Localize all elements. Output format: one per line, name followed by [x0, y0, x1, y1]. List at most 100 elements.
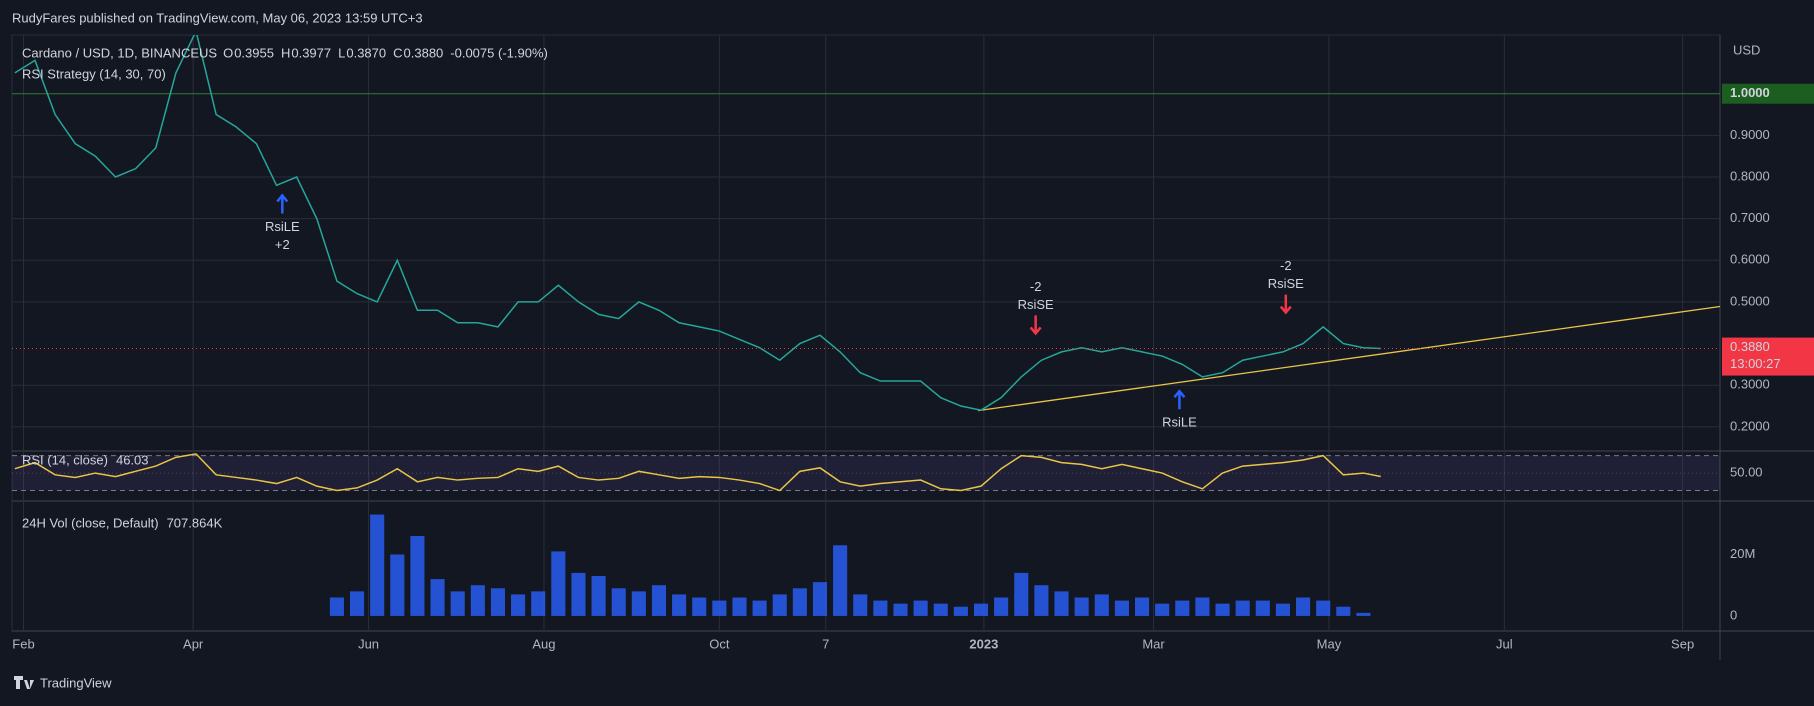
y-tick-label: 0.3000	[1730, 377, 1770, 392]
volume-bar	[1195, 597, 1210, 616]
rsi-value: 46.03	[116, 452, 149, 467]
volume-bar	[833, 545, 848, 616]
legend-text: 0.3955	[234, 45, 274, 60]
volume-bar	[511, 594, 526, 616]
volume-bar	[1235, 600, 1250, 616]
signal-label: RsiSE	[1018, 297, 1054, 312]
signal-arrow	[276, 193, 289, 214]
volume-bar	[1336, 606, 1351, 616]
legend-text: C	[393, 45, 402, 60]
volume-bar	[531, 591, 546, 616]
volume-bar	[329, 597, 344, 616]
legend-text: Cardano / USD, 1D, BINANCEUS	[22, 45, 217, 60]
level-label: 1.0000	[1730, 85, 1770, 100]
volume-bar	[893, 603, 908, 616]
signal-qty: -2	[1030, 279, 1042, 294]
x-tick-label: Jun	[358, 636, 379, 651]
volume-bar	[571, 572, 586, 616]
countdown: 13:00:27	[1730, 356, 1781, 371]
volume-bar	[1074, 597, 1089, 616]
legend-text: L	[338, 45, 345, 60]
x-tick-label: Jul	[1496, 636, 1513, 651]
pane	[329, 514, 1371, 616]
legend-text: -0.0075 (-1.90%)	[450, 45, 548, 60]
volume-bar	[410, 536, 425, 616]
volume-bar	[692, 597, 707, 616]
volume-bar	[1094, 594, 1109, 616]
signal-arrow	[1173, 389, 1186, 410]
volume-bar	[812, 582, 828, 616]
legend-text: O	[223, 45, 233, 60]
rsi-title: RSI (14, close)	[22, 452, 108, 467]
y-tick-label: 50.00	[1730, 465, 1763, 480]
volume-value: 707.864K	[167, 515, 223, 530]
y-tick-label: 0.5000	[1730, 293, 1770, 308]
volume-bar	[1215, 603, 1230, 616]
volume-title: 24H Vol (close, Default)	[22, 515, 159, 530]
x-tick-label: 2023	[969, 636, 998, 651]
volume-bar	[1255, 600, 1270, 616]
trend-line	[978, 305, 1720, 412]
legend-text: 0.3977	[291, 45, 331, 60]
x-tick-label: Mar	[1142, 636, 1165, 651]
x-tick-label: 7	[822, 636, 829, 651]
brand[interactable]: TradingView	[40, 675, 112, 690]
last-price-bg	[1722, 337, 1814, 376]
volume-bar	[853, 594, 868, 616]
volume-bar	[611, 588, 626, 616]
last-price-label: 0.3880	[1730, 339, 1770, 354]
volume-bar	[913, 600, 928, 616]
volume-bar	[450, 591, 465, 616]
volume-bar	[551, 551, 566, 616]
volume-bar	[651, 585, 667, 616]
volume-bar	[994, 597, 1009, 616]
legend-text: 0.3870	[346, 45, 386, 60]
volume-bar	[672, 594, 687, 616]
volume-bar	[390, 554, 405, 616]
x-tick-label: Aug	[532, 636, 555, 651]
x-tick-label: Sep	[1671, 636, 1694, 651]
y-tick-label: 0	[1730, 607, 1737, 622]
volume-bar	[1356, 612, 1371, 616]
volume-bar	[1034, 585, 1049, 616]
series-line	[14, 453, 1381, 492]
legend-text: H	[281, 45, 290, 60]
pane	[12, 35, 1720, 428]
volume-bar	[591, 575, 606, 616]
volume-bar	[631, 591, 646, 616]
signal-label: RsiLE	[1162, 415, 1197, 430]
volume-bar	[370, 514, 385, 616]
tv-logo[interactable]	[14, 676, 34, 689]
legend-text: 0.3880	[404, 45, 444, 60]
x-tick-label: Oct	[709, 636, 730, 651]
volume-bar	[1296, 597, 1311, 616]
publisher: RudyFares published on TradingView.com, …	[12, 10, 423, 25]
y-tick-label: 0.9000	[1730, 127, 1770, 142]
volume-bar	[1316, 600, 1331, 616]
x-tick-label: Feb	[12, 636, 34, 651]
volume-bar	[772, 594, 787, 616]
y-tick-label: 0.7000	[1730, 210, 1770, 225]
signal-arrow	[1029, 315, 1042, 336]
series-line	[14, 35, 1381, 411]
volume-bar	[1275, 603, 1290, 616]
volume-bar	[1054, 591, 1069, 616]
y-tick-label: 20M	[1730, 546, 1755, 561]
volume-bar	[490, 588, 505, 616]
volume-bar	[1175, 600, 1190, 616]
x-tick-label: Apr	[183, 636, 204, 651]
signal-qty: -2	[1280, 258, 1292, 273]
volume-bar	[1134, 597, 1150, 616]
volume-bar	[1014, 572, 1029, 616]
volume-bar	[712, 600, 727, 616]
volume-bar	[430, 579, 445, 616]
x-tick-label: May	[1317, 636, 1342, 651]
level-label-bg	[1722, 83, 1814, 104]
y-tick-label: 0.6000	[1730, 252, 1770, 267]
signal-arrow	[1279, 294, 1292, 315]
volume-bar	[350, 591, 365, 616]
volume-bar	[1155, 603, 1170, 616]
